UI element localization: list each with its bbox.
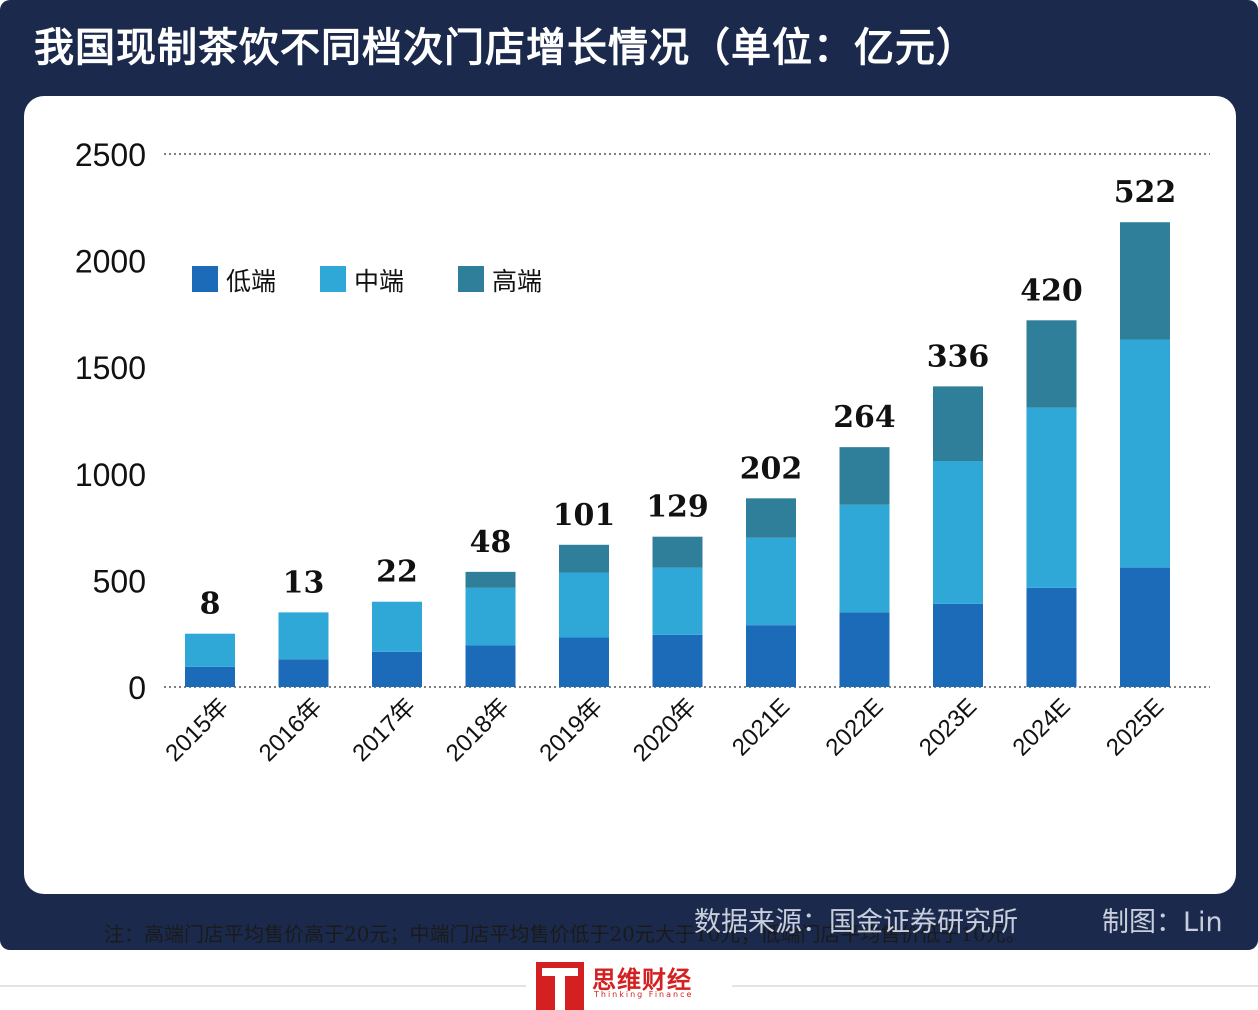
bar-segment-1 — [559, 637, 609, 687]
data-label: 13 — [283, 565, 325, 600]
logo-mark-icon — [536, 962, 584, 1010]
bar-segment-3 — [559, 544, 609, 573]
y-tick-label: 1000 — [75, 457, 146, 493]
bar-segment-2 — [933, 461, 983, 604]
bar-segment-2 — [652, 567, 703, 635]
legend-label: 低端 — [226, 267, 276, 296]
footnote: 注：高端门店平均售价高于20元；中端门店平均售价低于20元大于10元；低端门店平… — [104, 922, 1026, 946]
bar-segment-1 — [185, 666, 235, 687]
x-tick-label: 2020年 — [628, 693, 702, 767]
legend-swatch — [192, 266, 218, 292]
bar-segment-1 — [652, 634, 703, 687]
bar-segment-3 — [746, 498, 796, 538]
data-label: 22 — [376, 555, 418, 590]
y-tick-label: 0 — [128, 670, 146, 706]
legend-swatch — [320, 266, 346, 292]
data-label: 264 — [833, 400, 896, 435]
bar-segment-2 — [839, 504, 890, 613]
bar-segment-2 — [278, 612, 329, 660]
bar-segment-3 — [465, 571, 516, 588]
legend-swatch — [458, 266, 484, 292]
data-label: 48 — [470, 525, 512, 560]
bar-segment-3 — [1120, 222, 1170, 340]
bar-segment-3 — [652, 536, 703, 568]
data-label: 101 — [553, 498, 616, 533]
chart-title: 我国现制茶饮不同档次门店增长情况（单位：亿元） — [34, 25, 977, 71]
x-tick-label: 2018年 — [441, 693, 515, 767]
y-tick-label: 2000 — [75, 244, 146, 280]
bar-segment-3 — [1026, 320, 1077, 408]
legend-label: 中端 — [354, 267, 404, 296]
data-label: 522 — [1114, 175, 1177, 210]
data-label: 8 — [200, 587, 221, 622]
bar-segment-2 — [1026, 407, 1077, 588]
y-tick-label: 500 — [93, 563, 146, 599]
stacked-bar-chart: 0 500 1000 1500 2000 2500 8 2015年 13 2016年 22 2017年… — [75, 137, 1210, 767]
chart-credit: 制图：Lin — [1102, 907, 1223, 938]
bar-segment-1 — [839, 612, 890, 687]
data-label: 202 — [740, 451, 803, 486]
brand-logo: 思维财经 Thinking Finance — [526, 958, 732, 1010]
chart-card: 0 500 1000 1500 2000 2500 8 2015年 13 2016年 22 2017年… — [24, 96, 1236, 946]
chart-frame: 我国现制茶饮不同档次门店增长情况（单位：亿元） 0 500 1000 1500 2000… — [0, 0, 1258, 950]
x-tick-label: 2016年 — [254, 693, 328, 767]
data-label: 420 — [1020, 273, 1083, 308]
logo-subtitle: Thinking Finance — [594, 990, 694, 999]
x-tick-label: 2015年 — [160, 693, 234, 767]
x-tick-label: 2019年 — [534, 693, 608, 767]
data-label: 129 — [646, 490, 709, 525]
bar-segment-2 — [185, 633, 235, 667]
x-tick-label: 2025E — [1101, 693, 1169, 761]
y-tick-label: 2500 — [75, 137, 146, 173]
bar-segment-2 — [1120, 339, 1170, 568]
x-tick-label: 2021E — [727, 693, 795, 761]
x-tick-label: 2024E — [1008, 693, 1076, 761]
logo-name: 思维财经 — [592, 966, 692, 994]
bar-segment-2 — [559, 572, 609, 638]
x-tick-label: 2022E — [821, 693, 889, 761]
bar-segment-1 — [372, 651, 422, 687]
x-tick-label: 2017年 — [347, 693, 421, 767]
bar-segment-2 — [372, 601, 422, 652]
bar-segment-1 — [1120, 567, 1170, 687]
bar-segment-1 — [933, 603, 983, 687]
bar-segment-2 — [746, 537, 796, 626]
bar-segment-1 — [746, 625, 796, 687]
bar-segment-1 — [1026, 587, 1077, 687]
data-label: 336 — [927, 339, 990, 374]
bar-segment-3 — [933, 386, 983, 462]
bar-segment-1 — [278, 659, 329, 687]
y-tick-label: 1500 — [75, 350, 146, 386]
bar-segment-3 — [839, 447, 890, 505]
bar-segment-1 — [465, 645, 516, 687]
x-tick-label: 2023E — [914, 693, 982, 761]
legend-label: 高端 — [492, 267, 542, 296]
bar-segment-2 — [465, 587, 516, 646]
data-source: 数据来源：国金证券研究所 — [694, 907, 1018, 938]
